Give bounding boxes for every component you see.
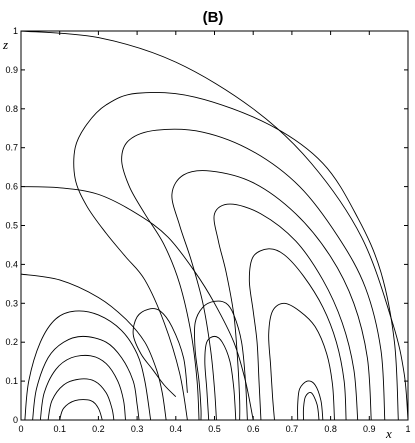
x-tick-label: 0.2 <box>92 424 105 434</box>
y-tick-label: 0.7 <box>5 143 18 153</box>
plot-frame <box>20 30 409 421</box>
contour-line-19 <box>59 399 103 421</box>
y-tick-label: 0.9 <box>5 65 18 75</box>
x-tick-label: 0 <box>18 424 23 434</box>
contour-lines <box>20 30 409 421</box>
contour-line-16 <box>32 335 140 421</box>
x-tick-label: 0.9 <box>363 424 376 434</box>
x-tick-label: 0.8 <box>324 424 337 434</box>
contour-line-5 <box>121 128 386 421</box>
x-tick-label: 0.4 <box>170 424 183 434</box>
x-tick-label: 0.5 <box>208 424 221 434</box>
x-tick-label: 0.3 <box>131 424 144 434</box>
contour-line-15 <box>24 310 152 421</box>
contour-line-3 <box>20 273 167 421</box>
contour-line-17 <box>39 354 126 421</box>
y-tick-label: 0.5 <box>5 221 18 231</box>
y-tick-label: 0 <box>13 415 18 425</box>
contour-line-12 <box>193 300 248 421</box>
x-tick-label: 0.6 <box>247 424 260 434</box>
contour-line-1 <box>20 30 409 421</box>
x-tick-label: 0.1 <box>53 424 66 434</box>
contour-line-11 <box>302 392 320 421</box>
y-axis-label: z <box>2 37 8 52</box>
axis-ticks: 0 0.1 0.2 0.3 0.4 0.5 0.6 0.7 0.8 0.9 1 0 0.1 0.2 0.3 0… <box>5 26 410 434</box>
chart-title: (B) <box>203 9 224 26</box>
contour-line-18 <box>47 378 115 421</box>
x-tick-label: 1 <box>405 424 410 434</box>
contour-line-10 <box>297 380 324 421</box>
contour-line-6 <box>171 170 372 421</box>
y-tick-label: 0.3 <box>5 298 18 308</box>
contour-line-8 <box>248 248 347 421</box>
contour-line-14 <box>132 308 188 397</box>
contour-line-9 <box>268 302 335 421</box>
contour-line-4 <box>73 92 399 421</box>
x-tick-label: 0.7 <box>286 424 299 434</box>
y-tick-label: 0.6 <box>5 182 18 192</box>
y-tick-label: 0.4 <box>5 259 18 269</box>
y-tick-label: 0.8 <box>5 104 18 114</box>
contour-line-2 <box>20 186 254 421</box>
x-axis-label: x <box>385 426 392 441</box>
y-tick-label: 1 <box>13 26 18 36</box>
contour-line-13 <box>204 335 237 421</box>
contour-line-7 <box>213 203 359 421</box>
y-tick-label: 0.1 <box>5 376 18 386</box>
y-tick-label: 0.2 <box>5 337 18 347</box>
